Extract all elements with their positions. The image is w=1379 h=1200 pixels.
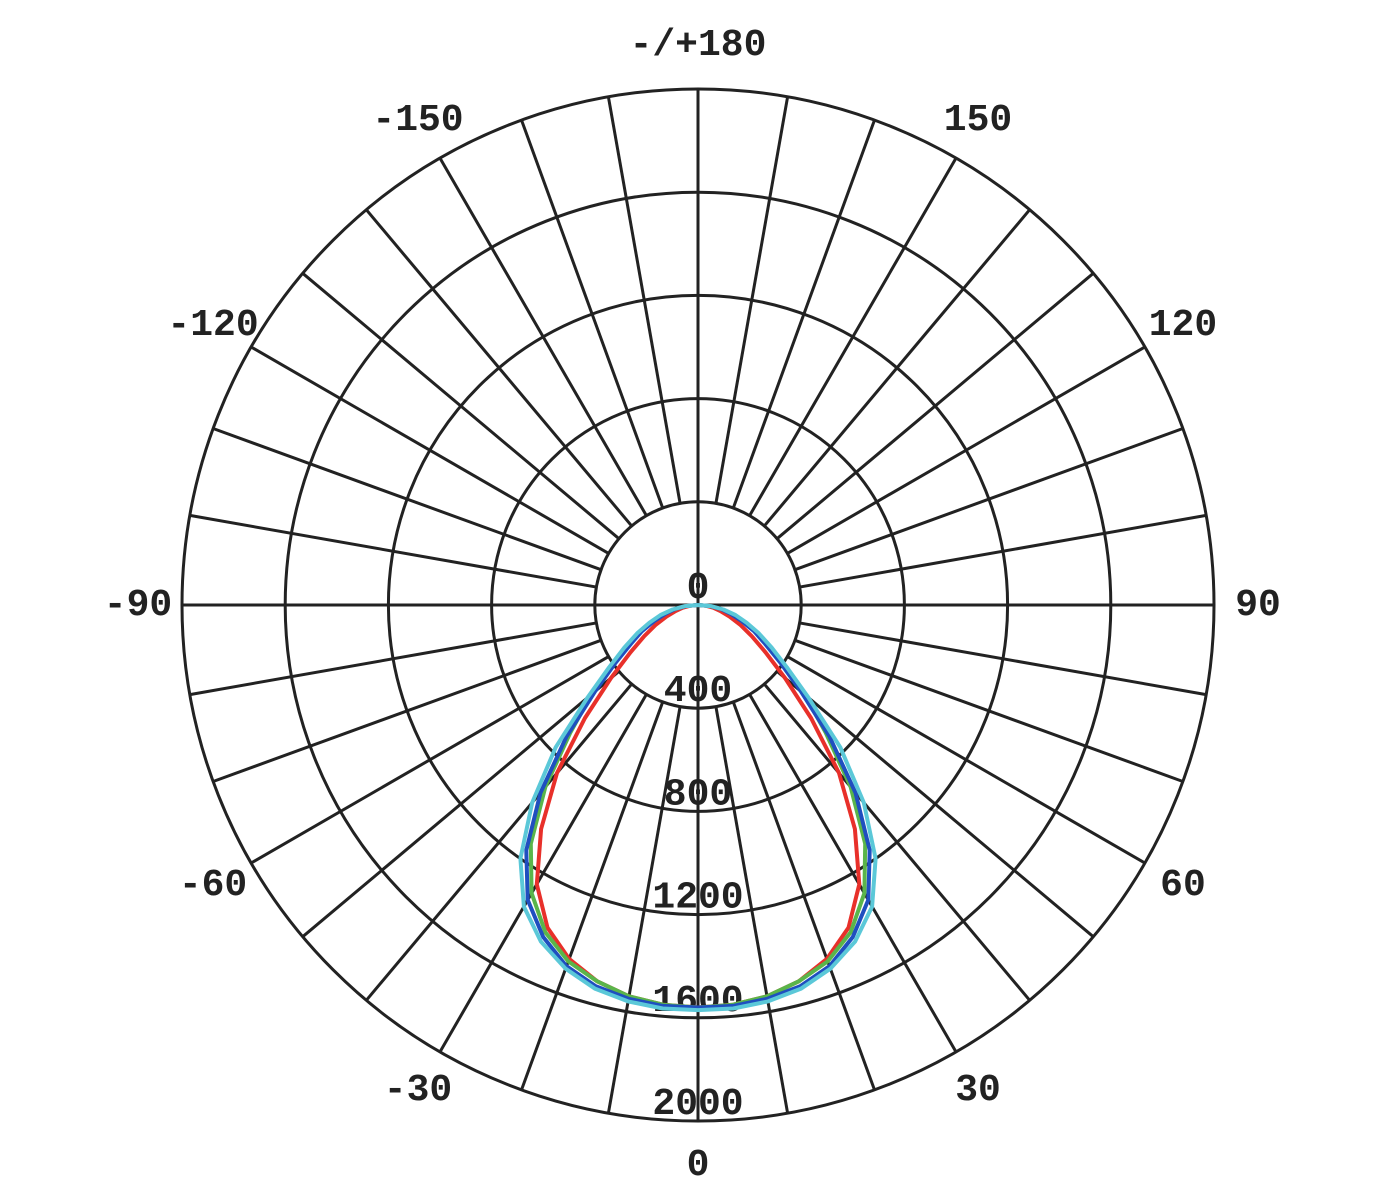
ring (180, 87, 1216, 1123)
angle-tick-label: 60 (1160, 864, 1206, 907)
angle-tick-label: 120 (1149, 304, 1217, 347)
radial-tick-label: 2000 (652, 1083, 743, 1126)
angle-tick-label: -120 (167, 304, 258, 347)
ring (283, 190, 1113, 1020)
radial-tick-label: 400 (664, 670, 732, 713)
ring (386, 293, 1010, 917)
angle-tick-label: -60 (179, 864, 247, 907)
angle-tick-label: 0 (687, 1144, 710, 1187)
radial-tick-label: 1200 (652, 877, 743, 920)
angle-tick-label: 90 (1235, 584, 1281, 627)
radial-tick-label: 0 (687, 567, 710, 610)
angle-tick-label: -/+180 (630, 24, 767, 67)
angle-tick-label: -30 (384, 1069, 452, 1112)
angle-tick-label: 150 (944, 99, 1012, 142)
angle-tick-label: -90 (104, 584, 172, 627)
intensity-curve (518, 603, 878, 1013)
angle-tick-label: -150 (372, 99, 463, 142)
angle-tick-label: 30 (955, 1069, 1001, 1112)
radial-tick-label: 800 (664, 773, 732, 816)
radial-tick-label: 1600 (652, 980, 743, 1023)
ring (593, 500, 803, 710)
ring (490, 397, 906, 813)
intensity-curve (524, 603, 872, 1010)
